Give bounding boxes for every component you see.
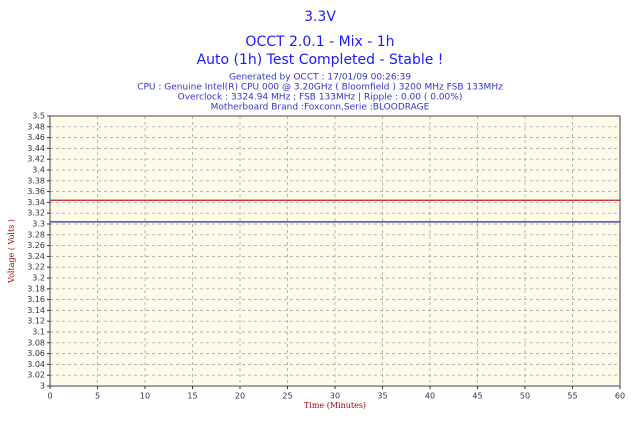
y-tick-label: 3.36 — [27, 187, 45, 196]
y-tick-label: 3.24 — [27, 252, 45, 261]
y-tick-label: 3.18 — [27, 284, 45, 293]
y-tick-label: 3.4 — [32, 166, 45, 175]
subtitle: OCCT 2.0.1 - Mix - 1h — [245, 34, 394, 50]
x-tick-label: 10 — [140, 392, 150, 401]
info-line: CPU : Genuine Intel(R) CPU 000 @ 3.20GHz… — [137, 83, 503, 93]
y-tick-label: 3.5 — [32, 112, 45, 121]
info-line: Overclock : 3324.94 MHz ; FSB 133MHz | R… — [178, 93, 463, 103]
y-tick-label: 3.02 — [27, 371, 45, 380]
y-tick-label: 3.14 — [27, 306, 45, 315]
x-axis-label: Time (Minutes) — [304, 401, 366, 410]
y-axis-label: Voltage ( Volts ) — [7, 219, 16, 284]
y-tick-label: 3.32 — [27, 209, 45, 218]
x-tick-label: 15 — [187, 392, 197, 401]
x-tick-label: 55 — [567, 392, 577, 401]
info-line: Generated by OCCT : 17/01/09 00:26:39 — [229, 73, 411, 83]
x-tick-label: 0 — [47, 392, 52, 401]
info-line: Motherboard Brand :Foxconn,Serie :BLOODR… — [211, 103, 430, 113]
y-tick-label: 3.3 — [32, 220, 45, 229]
y-tick-label: 3.16 — [27, 295, 45, 304]
y-tick-label: 3.48 — [27, 122, 45, 131]
y-tick-label: 3.46 — [27, 133, 45, 142]
x-tick-label: 60 — [615, 392, 625, 401]
subtitle: Auto (1h) Test Completed - Stable ! — [197, 52, 444, 68]
y-tick-label: 3.12 — [27, 317, 45, 326]
y-tick-label: 3.1 — [32, 328, 45, 337]
y-tick-label: 3.26 — [27, 241, 45, 250]
x-tick-label: 5 — [95, 392, 100, 401]
x-tick-label: 35 — [377, 392, 387, 401]
y-tick-label: 3.42 — [27, 155, 45, 164]
x-tick-label: 30 — [330, 392, 340, 401]
x-tick-label: 25 — [282, 392, 292, 401]
x-tick-label: 45 — [472, 392, 482, 401]
y-tick-label: 3.2 — [32, 274, 45, 283]
y-tick-label: 3.28 — [27, 230, 45, 239]
y-tick-label: 3 — [40, 382, 45, 391]
x-tick-label: 40 — [425, 392, 435, 401]
plot-border — [49, 115, 621, 387]
y-tick-label: 3.38 — [27, 176, 45, 185]
x-tick-label: 50 — [520, 392, 530, 401]
y-tick-label: 3.08 — [27, 338, 45, 347]
y-tick-label: 3.22 — [27, 263, 45, 272]
x-tick-label: 20 — [235, 392, 245, 401]
chart-title: 3.3V — [304, 9, 336, 25]
y-tick-label: 3.04 — [27, 360, 45, 369]
y-tick-label: 3.34 — [27, 198, 45, 207]
y-tick-label: 3.44 — [27, 144, 45, 153]
y-tick-label: 3.06 — [27, 349, 45, 358]
